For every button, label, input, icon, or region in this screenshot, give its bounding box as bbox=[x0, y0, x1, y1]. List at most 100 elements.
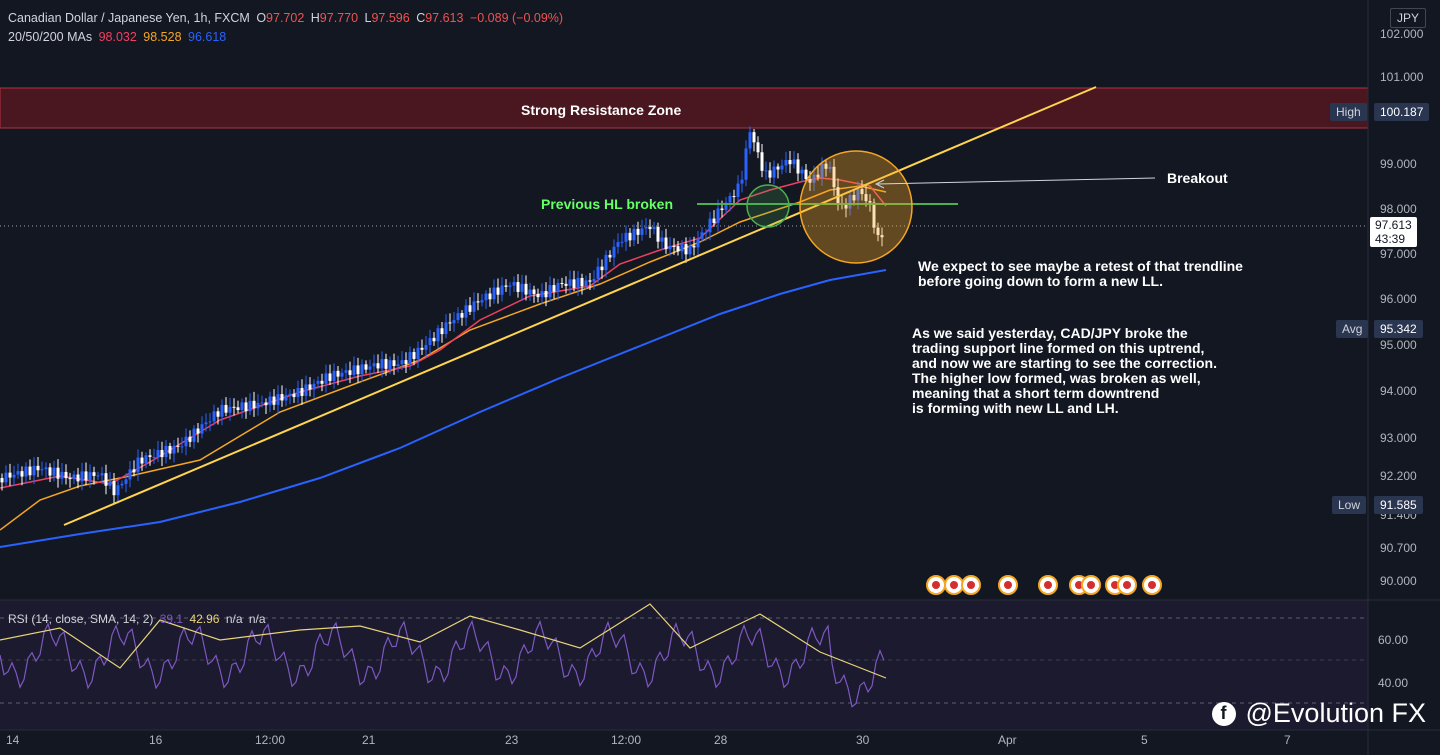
candle-body bbox=[412, 352, 416, 359]
candle-body bbox=[332, 370, 336, 381]
candle-body bbox=[48, 467, 52, 476]
candle-body bbox=[288, 393, 292, 396]
candle-body bbox=[72, 474, 76, 479]
candle-body bbox=[328, 373, 332, 381]
high-marker-value: 100.187 bbox=[1374, 103, 1430, 121]
watermark: f @Evolution FX bbox=[1211, 698, 1426, 729]
candle-body bbox=[244, 402, 248, 412]
symbol-name[interactable]: Canadian Dollar / Japanese Yen, 1h, FXCM bbox=[8, 11, 250, 25]
close-label: C bbox=[416, 11, 426, 25]
currency-button[interactable]: JPY bbox=[1390, 8, 1427, 28]
candle-body bbox=[692, 245, 696, 248]
candle-body bbox=[12, 474, 16, 478]
rsi-na-2: n/a bbox=[248, 612, 266, 626]
candle-body bbox=[120, 483, 124, 486]
candle-body bbox=[212, 411, 216, 422]
candle-body bbox=[68, 478, 72, 480]
low-value: 97.596 bbox=[371, 11, 410, 25]
time-tick: 21 bbox=[362, 733, 376, 747]
avg-marker-value: 95.342 bbox=[1374, 320, 1423, 338]
event-flag-dot bbox=[1044, 581, 1052, 589]
candle-body bbox=[608, 254, 612, 258]
candle-body bbox=[148, 455, 152, 457]
candle-body bbox=[580, 277, 584, 287]
rsi-sma-value: 42.96 bbox=[189, 612, 220, 626]
candle-body bbox=[96, 475, 100, 477]
candle-body bbox=[372, 363, 376, 367]
candle-body bbox=[672, 245, 676, 247]
facebook-icon: f bbox=[1211, 701, 1236, 726]
candle-body bbox=[848, 195, 852, 209]
candle-body bbox=[556, 283, 560, 292]
candle-body bbox=[348, 370, 352, 375]
low-marker-label: Low bbox=[1332, 496, 1367, 514]
candle-body bbox=[340, 372, 344, 377]
candle-body bbox=[184, 436, 188, 447]
candle-body bbox=[204, 422, 208, 425]
candle-body bbox=[444, 322, 448, 335]
candle-body bbox=[544, 291, 548, 298]
candle-body bbox=[312, 383, 316, 390]
candle-body bbox=[24, 466, 28, 477]
candle-body bbox=[164, 445, 168, 458]
candle-body bbox=[132, 469, 136, 473]
ma-legend[interactable]: 20/50/200 MAs 98.032 98.528 96.618 bbox=[8, 30, 229, 44]
candle-body bbox=[76, 474, 80, 482]
candle-body bbox=[492, 287, 496, 300]
candle-body bbox=[696, 238, 700, 248]
symbol-header: Canadian Dollar / Japanese Yen, 1h, FXCM… bbox=[8, 11, 566, 25]
ma20-value: 98.032 bbox=[98, 30, 137, 44]
candle-body bbox=[596, 266, 600, 279]
price-tick: 97.000 bbox=[1380, 247, 1417, 261]
candle-body bbox=[220, 404, 224, 417]
candle-body bbox=[628, 232, 632, 241]
candle-body bbox=[300, 388, 304, 396]
hl-circle bbox=[746, 184, 790, 228]
ma50-line bbox=[0, 185, 887, 531]
candle-body bbox=[820, 163, 824, 178]
candle-body bbox=[620, 241, 624, 243]
rsi-pane bbox=[0, 600, 1368, 730]
candle-body bbox=[60, 471, 64, 479]
candle-body bbox=[636, 228, 640, 235]
candle-body bbox=[548, 285, 552, 298]
price-tick: 99.000 bbox=[1380, 157, 1417, 171]
event-flag-dot bbox=[1087, 581, 1095, 589]
candle-body bbox=[644, 226, 648, 229]
change-value: −0.089 (−0.09%) bbox=[469, 11, 564, 25]
time-tick: Apr bbox=[998, 733, 1017, 747]
candle-body bbox=[560, 283, 564, 285]
candle-body bbox=[264, 402, 268, 406]
candle-body bbox=[224, 404, 228, 413]
candle-body bbox=[680, 244, 684, 252]
candle-body bbox=[876, 227, 880, 236]
candle-body bbox=[708, 218, 712, 233]
event-flag-dot bbox=[1123, 581, 1131, 589]
candle-body bbox=[276, 394, 280, 405]
event-flag-dot bbox=[967, 581, 975, 589]
candle-body bbox=[584, 280, 588, 287]
support-trendline[interactable] bbox=[63, 86, 1097, 526]
rsi-legend[interactable]: RSI (14, close, SMA, 14, 2) 39.1 42.96 n… bbox=[8, 612, 269, 626]
price-tick: 92.200 bbox=[1380, 469, 1417, 483]
candle-body bbox=[804, 169, 808, 180]
candle-body bbox=[80, 471, 84, 482]
price-tick: 98.000 bbox=[1380, 202, 1417, 216]
candle-body bbox=[616, 242, 620, 247]
candle-body bbox=[796, 159, 800, 174]
candle-body bbox=[568, 279, 572, 286]
candle-body bbox=[16, 471, 20, 475]
candle-body bbox=[824, 163, 828, 169]
avg-marker-label: Avg bbox=[1336, 320, 1369, 338]
economic-events[interactable] bbox=[926, 575, 1162, 595]
candle-body bbox=[508, 285, 512, 287]
candle-body bbox=[588, 280, 592, 282]
candle-body bbox=[640, 228, 644, 235]
open-label: O bbox=[256, 11, 267, 25]
candle-body bbox=[612, 246, 616, 258]
event-flag-dot bbox=[950, 581, 958, 589]
candle-body bbox=[656, 226, 660, 242]
candle-body bbox=[64, 471, 68, 479]
candle-body bbox=[416, 347, 420, 359]
